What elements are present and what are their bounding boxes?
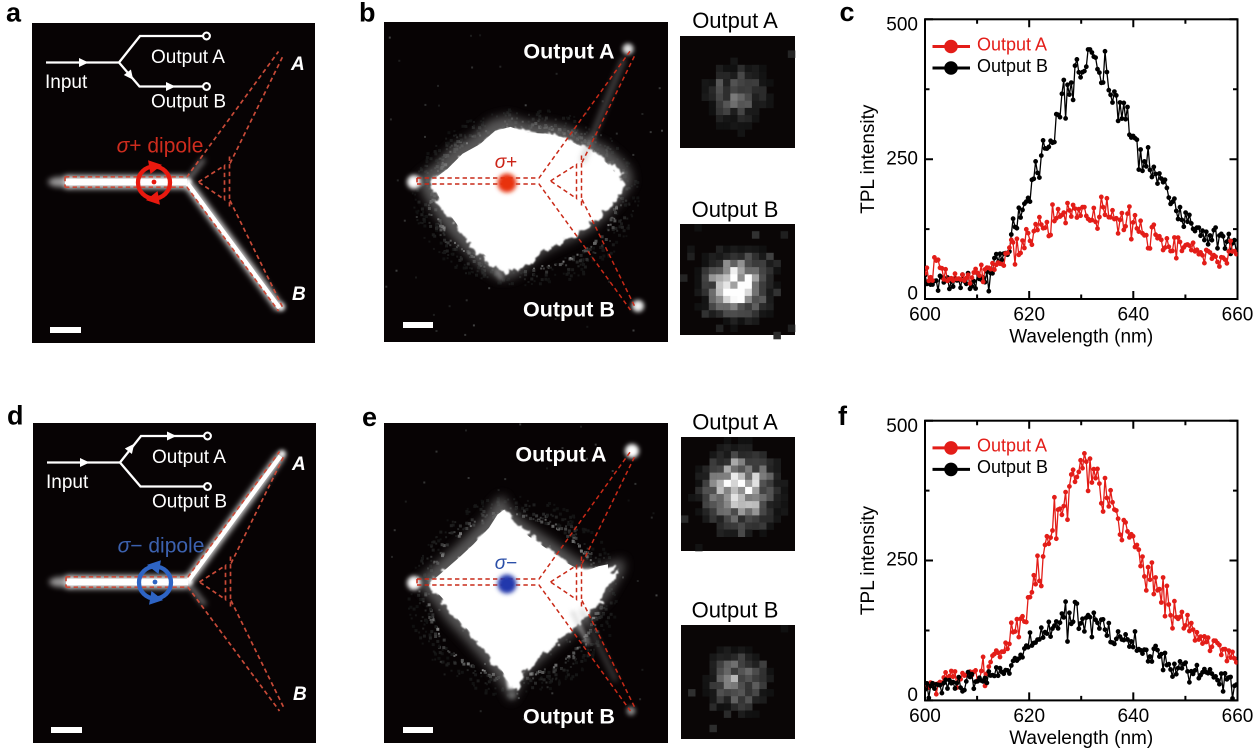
svg-text:TPL intensity: TPL intensity <box>858 505 879 615</box>
svg-text:600: 600 <box>909 706 941 727</box>
svg-text:0: 0 <box>907 685 918 706</box>
svg-text:TPL intensity: TPL intensity <box>858 104 879 214</box>
svg-text:d: d <box>7 401 24 431</box>
svg-text:660: 660 <box>1222 305 1254 326</box>
svg-text:Output B: Output B <box>152 492 227 513</box>
svg-text:Output A: Output A <box>977 436 1047 456</box>
svg-text:e: e <box>362 402 377 432</box>
svg-text:250: 250 <box>886 550 918 571</box>
svg-text:Output A: Output A <box>692 8 778 33</box>
svg-text:660: 660 <box>1222 706 1254 727</box>
svg-text:b: b <box>359 0 376 28</box>
svg-text:250: 250 <box>886 148 918 169</box>
svg-text:640: 640 <box>1117 305 1149 326</box>
svg-text:c: c <box>840 0 855 27</box>
svg-text:Output B: Output B <box>692 197 779 222</box>
svg-text:σ+: σ+ <box>495 152 518 173</box>
svg-text:Output B: Output B <box>692 598 779 623</box>
svg-text:B: B <box>292 284 306 305</box>
svg-text:Output B: Output B <box>977 457 1048 477</box>
svg-text:f: f <box>838 401 848 431</box>
svg-text:600: 600 <box>909 305 941 326</box>
svg-text:σ−: σ− <box>495 553 518 574</box>
svg-text:Wavelength (nm): Wavelength (nm) <box>1009 728 1153 749</box>
svg-text:Wavelength (nm): Wavelength (nm) <box>1009 327 1153 348</box>
svg-text:500: 500 <box>886 15 918 36</box>
svg-text:Output B: Output B <box>523 298 615 322</box>
svg-text:σ+ dipole: σ+ dipole <box>117 135 204 158</box>
svg-text:Output B: Output B <box>523 705 615 729</box>
svg-text:Output A: Output A <box>515 443 606 467</box>
svg-text:A: A <box>291 454 306 475</box>
svg-text:Output A: Output A <box>152 447 226 468</box>
svg-text:Input: Input <box>45 72 88 93</box>
svg-text:Output A: Output A <box>523 40 614 64</box>
svg-text:Output B: Output B <box>977 56 1048 76</box>
svg-text:a: a <box>6 0 22 28</box>
svg-text:500: 500 <box>886 416 918 437</box>
svg-text:Output A: Output A <box>151 47 225 68</box>
svg-text:640: 640 <box>1117 706 1149 727</box>
svg-text:620: 620 <box>1013 706 1045 727</box>
svg-text:Output B: Output B <box>151 92 226 113</box>
svg-text:0: 0 <box>907 284 918 305</box>
svg-text:σ− dipole: σ− dipole <box>118 535 205 558</box>
svg-text:Output A: Output A <box>692 410 778 435</box>
svg-text:A: A <box>290 54 305 75</box>
svg-text:Output A: Output A <box>977 34 1047 54</box>
svg-text:B: B <box>293 684 307 705</box>
svg-text:620: 620 <box>1013 305 1045 326</box>
svg-text:Input: Input <box>46 472 89 493</box>
